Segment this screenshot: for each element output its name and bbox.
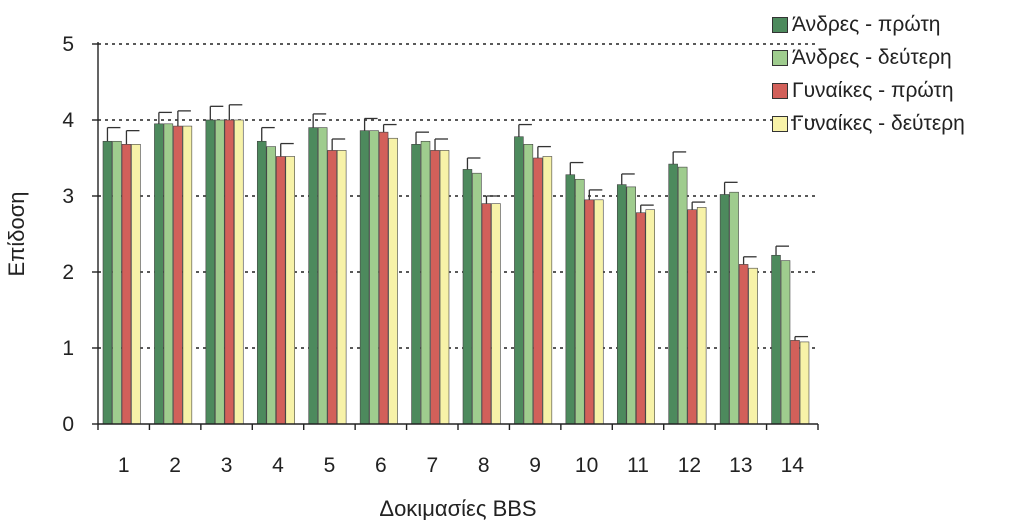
- x-tick-label-7: 7: [426, 454, 438, 477]
- bar-13-series-2: [729, 191, 739, 425]
- bar-1-series-3: [121, 144, 132, 425]
- x-tick-label-1: 1: [118, 454, 130, 477]
- legend-item-men-second: Άνδρες - δεύτερη: [772, 41, 965, 74]
- legend-label-women-second: Γυναίκες - δεύτερη: [792, 111, 965, 135]
- bar-9-series-2: [523, 144, 534, 425]
- bar-8-series-2: [472, 172, 482, 425]
- bar-6-series-4: [388, 137, 398, 425]
- y-tick-label-2: 2: [62, 261, 74, 284]
- bar-10-series-1: [565, 174, 576, 425]
- bar-6-series-2: [369, 130, 379, 425]
- y-tick-label-4: 4: [62, 109, 74, 132]
- legend-label-men-first: Άνδρες - πρώτη: [792, 12, 941, 36]
- bar-9-series-4: [542, 156, 553, 425]
- x-tick-label-6: 6: [375, 454, 387, 477]
- legend-swatch-women-first: [772, 82, 788, 99]
- bar-4-series-2: [266, 146, 276, 425]
- x-tick-label-14: 14: [781, 454, 805, 477]
- bar-14-series-2: [780, 260, 791, 425]
- y-tick-label-0: 0: [62, 413, 74, 436]
- bar-13-series-4: [748, 267, 758, 425]
- y-axis-title: Επίδοση: [4, 191, 29, 276]
- bar-7-series-1: [411, 144, 421, 425]
- legend-item-women-first: Γυναίκες - πρώτη: [772, 74, 965, 107]
- bar-6-series-1: [359, 130, 370, 425]
- y-tick-label-3: 3: [62, 185, 74, 208]
- x-tick-label-10: 10: [575, 454, 598, 477]
- legend-label-men-second: Άνδρες - δεύτερη: [792, 45, 952, 69]
- bar-12-series-2: [677, 166, 688, 425]
- bar-7-series-2: [420, 140, 431, 425]
- bar-10-series-2: [575, 178, 585, 425]
- bar-10-series-3: [584, 199, 595, 425]
- legend: Άνδρες - πρώτη Άνδρες - δεύτερη Γυναίκες…: [772, 8, 965, 140]
- x-tick-label-8: 8: [478, 454, 490, 477]
- x-tick-label-4: 4: [272, 454, 284, 477]
- bar-11-series-1: [616, 184, 627, 425]
- bar-1-series-4: [131, 144, 141, 425]
- x-tick-label-5: 5: [324, 454, 336, 477]
- bar-5-series-2: [317, 127, 328, 425]
- bar-7-series-3: [430, 150, 440, 425]
- bar-7-series-4: [439, 150, 450, 425]
- bar-1-series-2: [112, 140, 122, 425]
- legend-swatch-men-second: [772, 49, 788, 66]
- bar-3-series-3: [224, 119, 235, 425]
- bar-5-series-4: [336, 150, 347, 425]
- bar-5-series-3: [327, 150, 337, 425]
- bar-14-series-3: [790, 340, 800, 425]
- bar-12-series-1: [668, 163, 678, 425]
- bar-2-series-3: [173, 125, 183, 425]
- bar-8-series-4: [491, 203, 501, 425]
- bar-10-series-4: [594, 199, 604, 425]
- bar-12-series-3: [687, 209, 697, 425]
- legend-item-women-second: Γυναίκες - δεύτερη: [772, 107, 965, 140]
- bar-6-series-3: [378, 131, 389, 425]
- bar-2-series-4: [182, 125, 193, 425]
- x-tick-label-11: 11: [627, 454, 649, 477]
- legend-swatch-women-second: [772, 115, 788, 132]
- bar-4-series-1: [256, 140, 267, 425]
- legend-item-men-first: Άνδρες - πρώτη: [772, 8, 965, 41]
- bar-9-series-3: [533, 157, 543, 425]
- bar-9-series-1: [514, 136, 524, 425]
- x-tick-label-12: 12: [678, 454, 701, 477]
- bar-5-series-1: [308, 127, 318, 425]
- bar-4-series-4: [285, 156, 295, 425]
- bar-8-series-3: [481, 203, 492, 425]
- bar-13-series-1: [719, 194, 730, 425]
- bar-11-series-4: [645, 209, 655, 425]
- bar-14-series-1: [771, 254, 781, 425]
- bar-12-series-4: [696, 207, 707, 425]
- x-tick-label-9: 9: [529, 454, 541, 477]
- bar-2-series-1: [154, 123, 164, 425]
- x-tick-label-3: 3: [221, 454, 233, 477]
- bar-4-series-3: [275, 156, 286, 425]
- bar-14-series-4: [799, 341, 810, 425]
- y-tick-label-5: 5: [62, 33, 74, 56]
- x-axis-title: Δοκιμασίες BBS: [379, 496, 536, 521]
- y-tick-label-1: 1: [62, 337, 74, 360]
- bar-2-series-2: [163, 123, 174, 425]
- bar-1-series-1: [102, 140, 113, 425]
- bar-3-series-1: [205, 119, 216, 425]
- bar-13-series-3: [738, 264, 749, 425]
- bar-3-series-2: [215, 119, 225, 425]
- bar-11-series-3: [635, 212, 646, 425]
- bar-8-series-1: [462, 169, 473, 425]
- legend-label-women-first: Γυναίκες - πρώτη: [792, 78, 954, 102]
- bar-11-series-2: [626, 186, 636, 425]
- x-tick-label-2: 2: [169, 454, 181, 477]
- legend-swatch-men-first: [772, 16, 788, 33]
- x-tick-label-13: 13: [729, 454, 752, 477]
- bar-3-series-4: [234, 119, 244, 425]
